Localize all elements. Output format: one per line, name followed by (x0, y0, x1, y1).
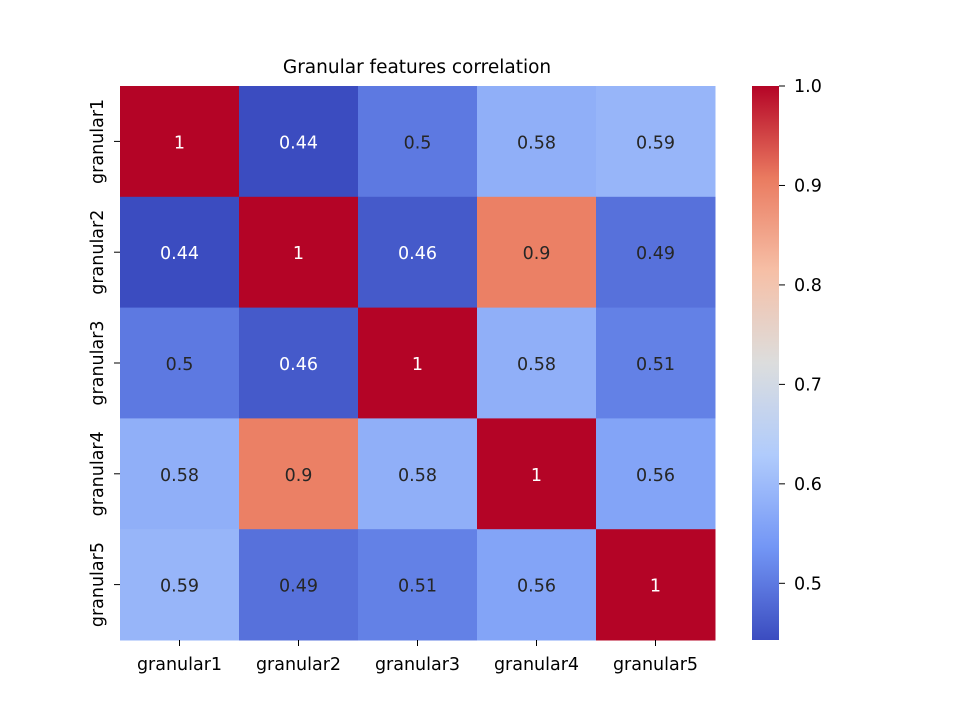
heatmap-cell (596, 307, 716, 419)
cell-label: 0.58 (517, 133, 556, 153)
cell-label: 1 (531, 466, 542, 486)
heatmap-cell (358, 307, 478, 419)
y-tick-label: granular1 (88, 99, 108, 184)
cell-label: 1 (650, 577, 661, 597)
heatmap-cell (120, 86, 240, 198)
heatmap-cell (596, 196, 716, 309)
heatmap-cell (596, 86, 716, 198)
cell-label: 0.46 (279, 355, 318, 375)
heatmap-cell (477, 529, 597, 641)
heatmap-cell (477, 86, 597, 198)
x-tick-label: granular4 (494, 655, 579, 675)
y-axis: granular1 granular2 granular3 granular4 gran… (88, 99, 120, 627)
x-tick-label: granular5 (613, 655, 698, 675)
x-tick-label: granular2 (256, 655, 341, 675)
heatmap-cell (239, 529, 359, 641)
colorbar-tick-label: 1.0 (794, 77, 822, 97)
heatmap-cell (358, 529, 478, 641)
heatmap-cell (358, 86, 478, 198)
heatmap-cell (596, 529, 716, 641)
colorbar-tick-label: 0.7 (794, 375, 822, 395)
cell-label: 0.56 (636, 466, 675, 486)
cell-label: 0.44 (279, 133, 318, 153)
cell-label: 0.58 (160, 466, 199, 486)
cell-label: 0.9 (523, 244, 551, 264)
cell-label: 0.59 (636, 133, 675, 153)
cell-label: 1 (412, 355, 423, 375)
cell-label: 0.49 (279, 577, 318, 597)
cell-label: 0.5 (166, 355, 194, 375)
y-tick-label: granular3 (88, 320, 108, 405)
cell-label: 0.51 (636, 355, 675, 375)
heatmap-cell (358, 418, 478, 530)
heatmap-cell (120, 196, 240, 309)
heatmap-cell (358, 196, 478, 309)
cell-label: 0.46 (398, 244, 437, 264)
heatmap-cell (239, 418, 359, 530)
colorbar-tick-label: 0.9 (794, 176, 822, 196)
heatmap-cells (120, 86, 716, 641)
cell-label: 0.58 (398, 466, 437, 486)
cell-label: 0.9 (285, 466, 313, 486)
cell-label: 0.59 (160, 577, 199, 597)
y-tick-label: granular5 (88, 542, 108, 627)
cell-label: 0.56 (517, 577, 556, 597)
colorbar (752, 86, 779, 640)
colorbar-tick-label: 0.8 (794, 276, 822, 296)
x-tick-label: granular3 (375, 655, 460, 675)
cell-label: 0.5 (404, 133, 432, 153)
cell-label: 0.58 (517, 355, 556, 375)
cell-label: 0.44 (160, 244, 199, 264)
colorbar-axis: 0.5 0.6 0.7 0.8 0.9 1.0 (779, 77, 822, 594)
cell-label: 1 (174, 133, 185, 153)
heatmap-cell (239, 86, 359, 198)
y-tick-label: granular2 (88, 210, 108, 295)
heatmap-cell (477, 418, 597, 530)
chart-title: Granular features correlation (283, 57, 551, 78)
heatmap-cell (239, 307, 359, 419)
x-tick-label: granular1 (137, 655, 222, 675)
heatmap-cell (477, 307, 597, 419)
cell-label: 1 (293, 244, 304, 264)
y-tick-label: granular4 (88, 431, 108, 516)
heatmap-cell (596, 418, 716, 530)
heatmap-cell (120, 307, 240, 419)
cell-label: 0.49 (636, 244, 675, 264)
x-axis: granular1 granular2 granular3 granular4 gran… (137, 640, 698, 675)
heatmap-cell (239, 196, 359, 309)
heatmap-cell (120, 529, 240, 641)
colorbar-tick-label: 0.5 (794, 574, 822, 594)
heatmap-cell (120, 418, 240, 530)
colorbar-tick-label: 0.6 (794, 475, 822, 495)
cell-annotations: 1 0.44 0.5 0.58 0.59 0.44 1 0.46 0.9 0.49 0.5 0.46 1… (160, 133, 675, 596)
cell-label: 0.51 (398, 577, 437, 597)
heatmap-cell (477, 196, 597, 309)
